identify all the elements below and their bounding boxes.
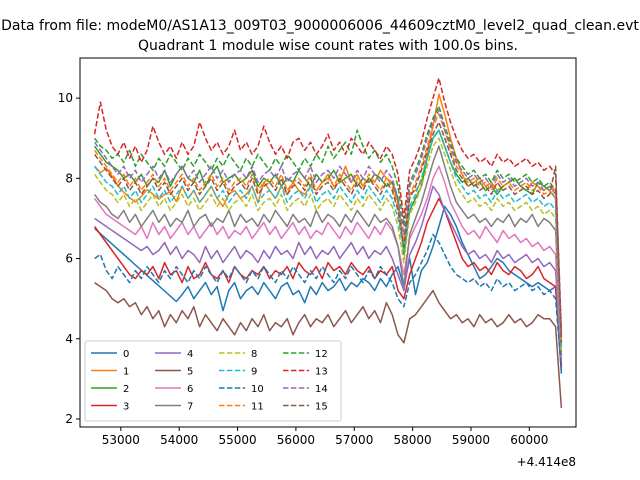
series-line-0 bbox=[94, 205, 563, 374]
y-tick-label: 2 bbox=[65, 412, 73, 426]
x-tick-label: 60000 bbox=[510, 433, 548, 447]
legend-frame bbox=[84, 340, 342, 422]
x-tick-label: 57000 bbox=[335, 433, 373, 447]
legend-label: 15 bbox=[315, 402, 328, 413]
legend-label: 9 bbox=[251, 367, 257, 378]
plot-frame bbox=[79, 57, 577, 428]
x-tick-label: 54000 bbox=[160, 433, 198, 447]
series-group bbox=[93, 77, 563, 409]
y-tick-label: 6 bbox=[65, 252, 73, 266]
legend-label: 8 bbox=[251, 349, 257, 360]
series-line-5 bbox=[94, 281, 563, 409]
plot-area bbox=[79, 57, 577, 428]
legend-label: 0 bbox=[123, 349, 129, 360]
series-line-7 bbox=[93, 145, 563, 355]
legend-label: 10 bbox=[251, 384, 264, 395]
x-axis: 53000 54000 55000 56000 57000 58000 59000 60000 bbox=[102, 427, 548, 447]
legend-label: 4 bbox=[187, 349, 193, 360]
series-line-13 bbox=[93, 77, 563, 331]
y-axis: 2 4 6 8 10 bbox=[58, 91, 80, 426]
series-line-10 bbox=[94, 233, 563, 371]
x-tick-label: 58000 bbox=[394, 433, 432, 447]
x-tick-label: 56000 bbox=[277, 433, 315, 447]
legend-label: 14 bbox=[315, 384, 328, 395]
series-line-4 bbox=[94, 185, 563, 363]
y-tick-label: 10 bbox=[58, 91, 73, 105]
legend-label: 1 bbox=[123, 367, 129, 378]
series-line-6 bbox=[93, 165, 563, 359]
legend-label: 2 bbox=[123, 384, 129, 395]
series-line-15 bbox=[93, 121, 563, 343]
chart-title: Quadrant 1 module wise count rates with … bbox=[138, 38, 518, 54]
y-tick-label: 4 bbox=[65, 332, 73, 346]
x-tick-label: 53000 bbox=[102, 433, 140, 447]
legend-label: 3 bbox=[123, 402, 129, 413]
legend-label: 7 bbox=[187, 402, 193, 413]
x-tick-label: 59000 bbox=[452, 433, 490, 447]
y-tick-label: 8 bbox=[65, 171, 73, 185]
series-line-12 bbox=[93, 105, 563, 339]
series-line-9 bbox=[93, 129, 563, 347]
series-line-11 bbox=[93, 113, 563, 343]
series-line-14 bbox=[93, 109, 563, 335]
legend-label: 13 bbox=[315, 367, 328, 378]
legend-label: 11 bbox=[251, 402, 264, 413]
figure-suptitle: Data from file: modeM0/AS1A13_009T03_900… bbox=[1, 18, 639, 34]
series-line-8 bbox=[93, 137, 563, 351]
legend-label: 12 bbox=[315, 349, 328, 360]
x-axis-offset-label: +4.414e8 bbox=[517, 455, 576, 469]
legend-label: 5 bbox=[187, 367, 193, 378]
x-tick-label: 55000 bbox=[218, 433, 256, 447]
legend-label: 6 bbox=[187, 384, 193, 395]
